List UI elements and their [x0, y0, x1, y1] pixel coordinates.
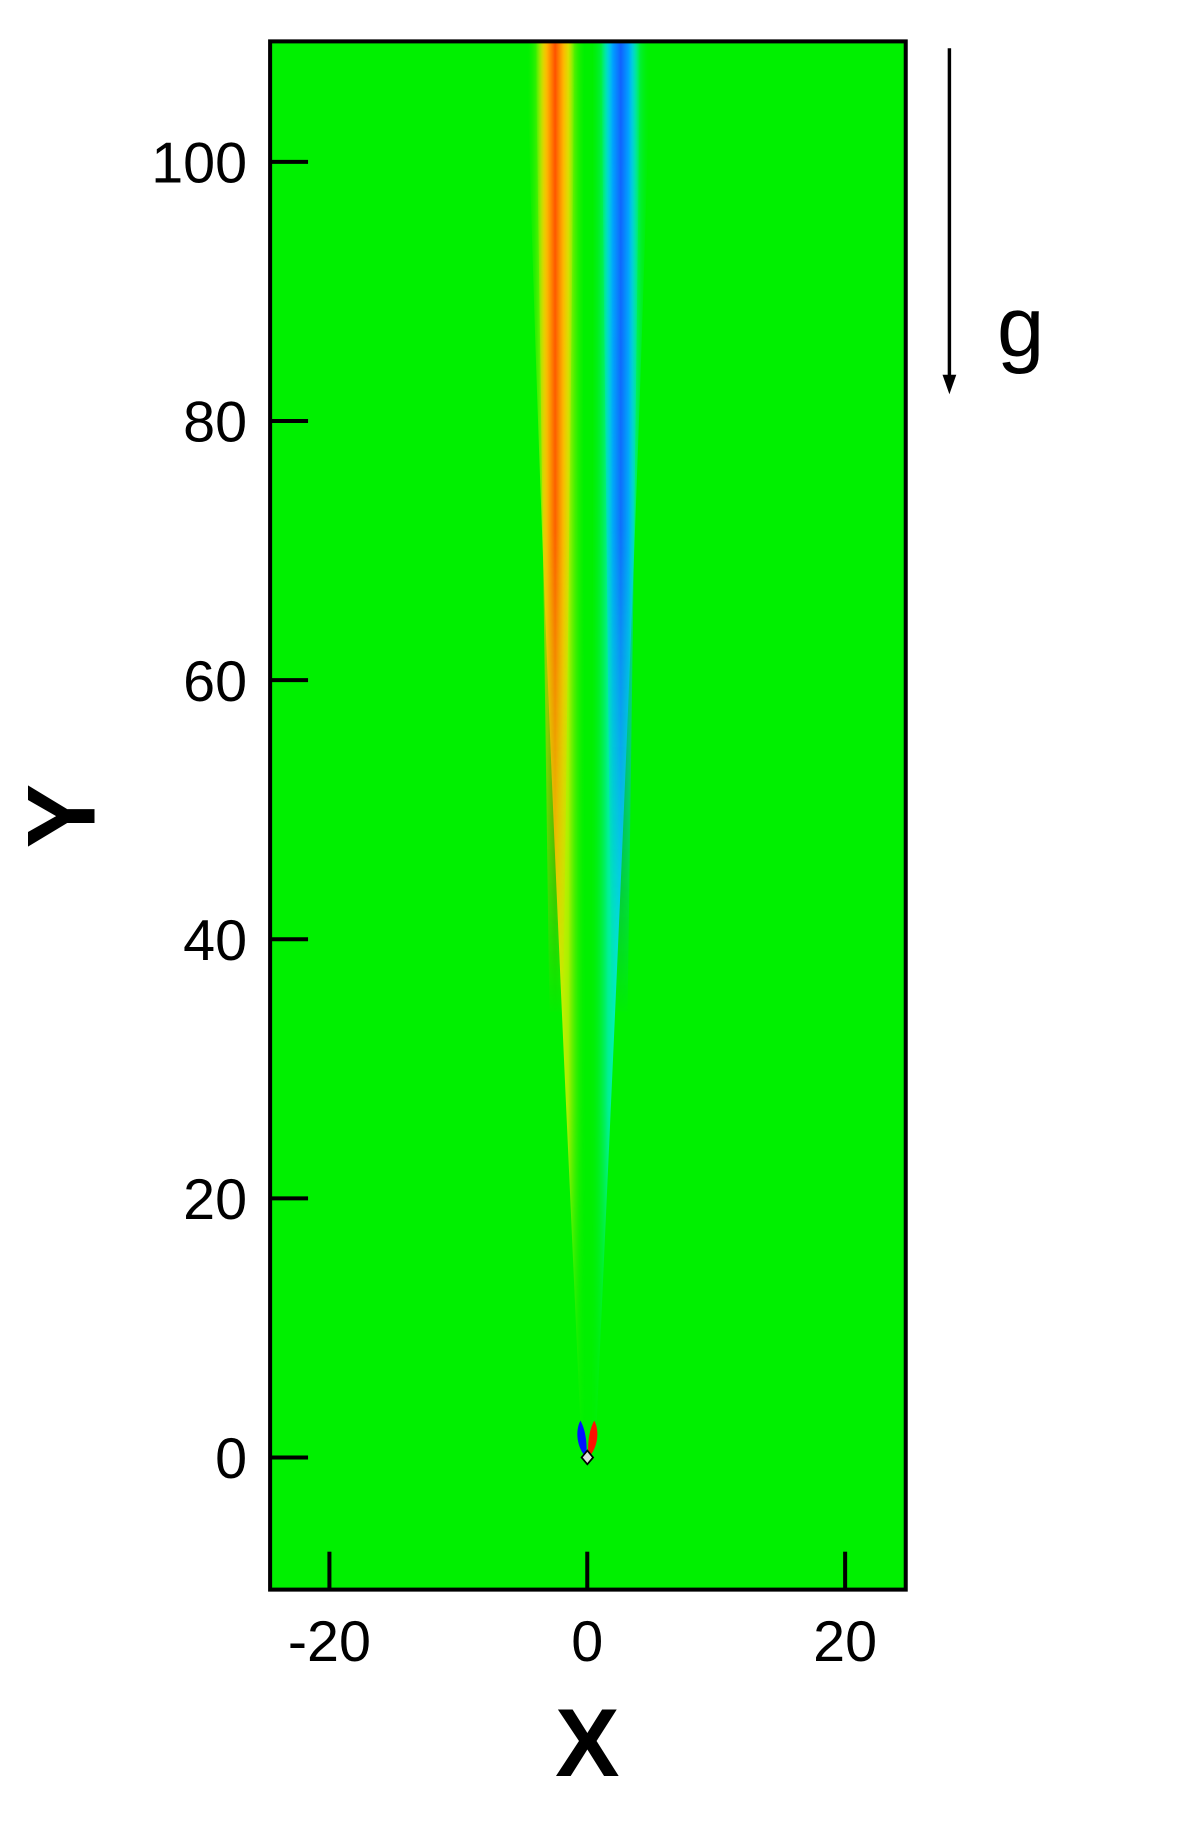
field	[526, 41, 651, 1466]
plume-right-core	[601, 41, 641, 1012]
x-tick-label: 0	[571, 1610, 603, 1674]
plume-left-core	[535, 41, 575, 1012]
chart-body: g X Y -20 0 20 0 20 40 60 80 100	[8, 39, 1044, 1797]
annotation: g	[997, 280, 1044, 375]
x-axis-label: X	[555, 1690, 619, 1797]
y-tick-label: 0	[215, 1427, 247, 1491]
y-tick-label: 20	[183, 1168, 247, 1232]
field-background	[270, 41, 906, 1590]
source-right	[588, 1420, 598, 1458]
x-tick-label: 20	[813, 1610, 877, 1674]
y-tick-label: 80	[183, 391, 247, 455]
y-tick-label: 60	[183, 650, 247, 714]
source-point	[580, 1449, 595, 1466]
x-tick-label: -20	[288, 1610, 371, 1674]
y-tick-label: 40	[183, 909, 247, 973]
gravity-arrowhead	[942, 374, 957, 395]
y-tick-label: 100	[151, 132, 247, 196]
y-axis-label: Y	[8, 784, 115, 848]
source-left	[577, 1420, 587, 1458]
